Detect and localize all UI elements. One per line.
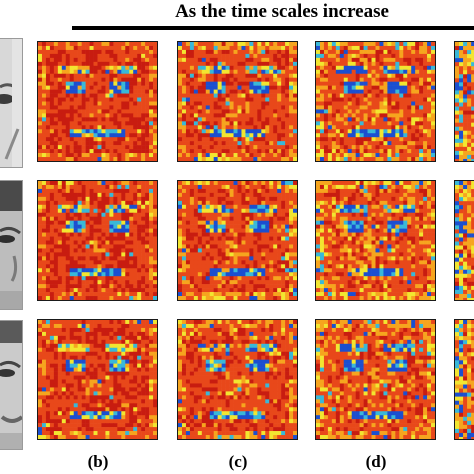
- heatmap-row-2-d: [315, 180, 436, 301]
- face-photo-row-1: [0, 38, 23, 168]
- heatmap-row-3-c: [177, 319, 298, 440]
- column-label-d: (d): [365, 452, 387, 471]
- heatmap-row-2-b: [37, 180, 158, 301]
- heatmap-row-2-c: [177, 180, 298, 301]
- panel-grid: [0, 34, 474, 450]
- face-photo-row-3: [0, 320, 23, 450]
- heatmap-row-3-partial: [454, 319, 474, 440]
- column-label-c: (c): [228, 452, 248, 471]
- column-label-b: (b): [87, 452, 109, 471]
- heatmap-row-1-c: [177, 41, 298, 162]
- face-photo-row-2: [0, 180, 23, 310]
- heatmap-row-1-partial: [454, 41, 474, 162]
- heatmap-row-2-partial: [454, 180, 474, 301]
- header-rule: [72, 26, 474, 30]
- figure-header: As the time scales increase: [0, 0, 474, 32]
- heatmap-row-3-b: [37, 319, 158, 440]
- heatmap-row-1-b: [37, 41, 158, 162]
- heatmap-row-1-d: [315, 41, 436, 162]
- heatmap-row-3-d: [315, 319, 436, 440]
- header-title: As the time scales increase: [175, 1, 389, 22]
